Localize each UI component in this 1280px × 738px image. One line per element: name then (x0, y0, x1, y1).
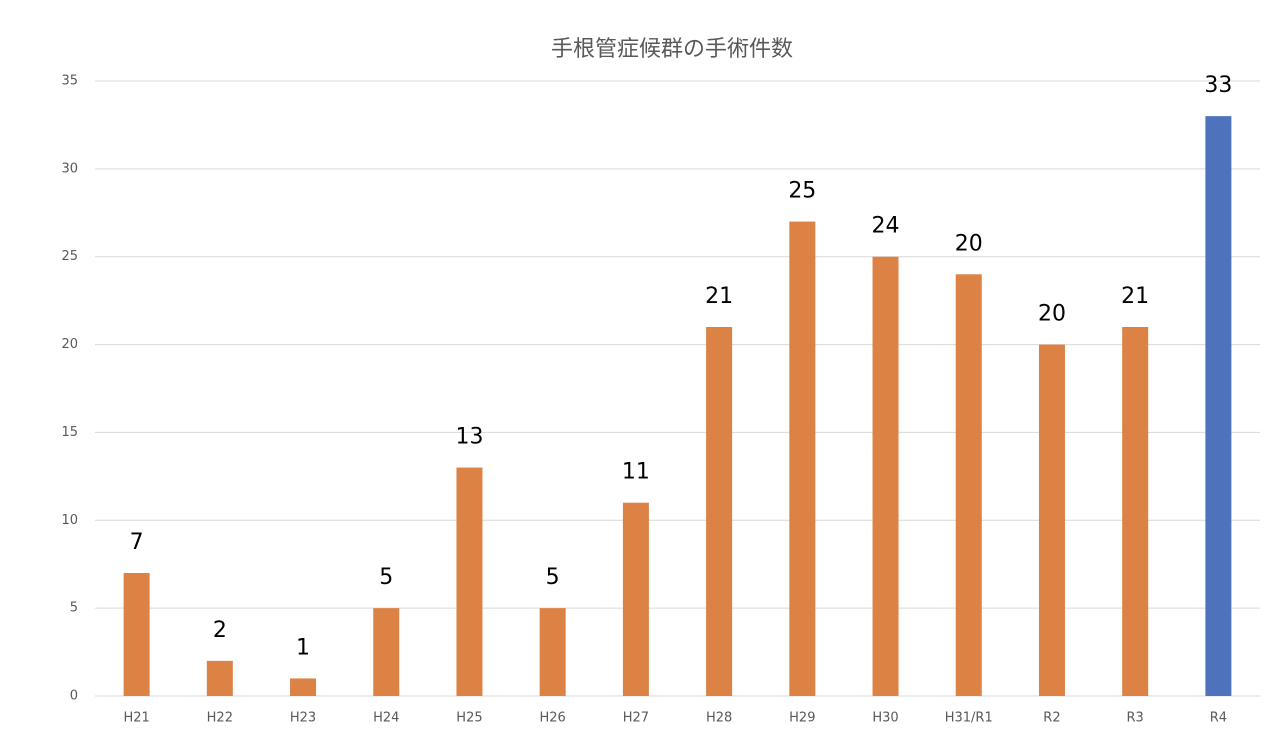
y-tick-label: 35 (61, 74, 78, 89)
bar (622, 502, 649, 696)
bar (123, 573, 150, 696)
chart-title: 手根管症候群の手術件数 (551, 37, 793, 62)
bar (955, 274, 982, 696)
data-label: 2 (213, 618, 227, 643)
data-label: 25 (788, 179, 816, 204)
data-label: 13 (455, 425, 483, 450)
y-tick-label: 15 (61, 425, 78, 440)
data-label: 20 (955, 231, 983, 256)
x-tick-label: H22 (207, 711, 233, 726)
data-label: 21 (1121, 284, 1149, 309)
data-label: 7 (130, 530, 144, 555)
y-tick-label: 5 (70, 601, 78, 616)
x-tick-label: H25 (456, 711, 482, 726)
x-tick-label: H21 (123, 711, 149, 726)
y-tick-label: 30 (61, 161, 78, 176)
bar (1038, 344, 1065, 696)
data-label: 21 (705, 284, 733, 309)
y-tick-label: 10 (61, 513, 78, 528)
data-label: 24 (872, 214, 900, 239)
x-tick-label: H27 (623, 711, 649, 726)
x-tick-label: H28 (706, 711, 732, 726)
x-tick-label: R2 (1043, 711, 1060, 726)
bar (872, 256, 899, 696)
y-tick-label: 20 (61, 337, 78, 352)
data-label: 20 (1038, 302, 1066, 327)
x-tick-label: R3 (1127, 711, 1144, 726)
x-tick-label: H26 (540, 711, 566, 726)
x-tick-label: H29 (789, 711, 815, 726)
y-tick-label: 0 (70, 689, 78, 704)
data-label: 5 (379, 565, 393, 590)
x-tick-label: H23 (290, 711, 316, 726)
bar (789, 221, 816, 697)
bar (456, 467, 483, 696)
x-tick-label: H31/R1 (945, 711, 993, 726)
data-label: 5 (546, 565, 560, 590)
bar (1205, 116, 1232, 696)
bar (706, 327, 733, 696)
bar (206, 660, 233, 696)
bar (539, 608, 566, 696)
x-tick-label: H30 (872, 711, 898, 726)
x-tick-label: R4 (1210, 711, 1227, 726)
bar (1122, 327, 1149, 696)
data-label: 33 (1204, 73, 1232, 98)
y-tick-label: 25 (61, 249, 78, 264)
bar (373, 608, 400, 696)
data-label: 11 (622, 460, 650, 485)
x-tick-label: H24 (373, 711, 399, 726)
bar (290, 678, 317, 696)
data-label: 1 (296, 635, 310, 660)
